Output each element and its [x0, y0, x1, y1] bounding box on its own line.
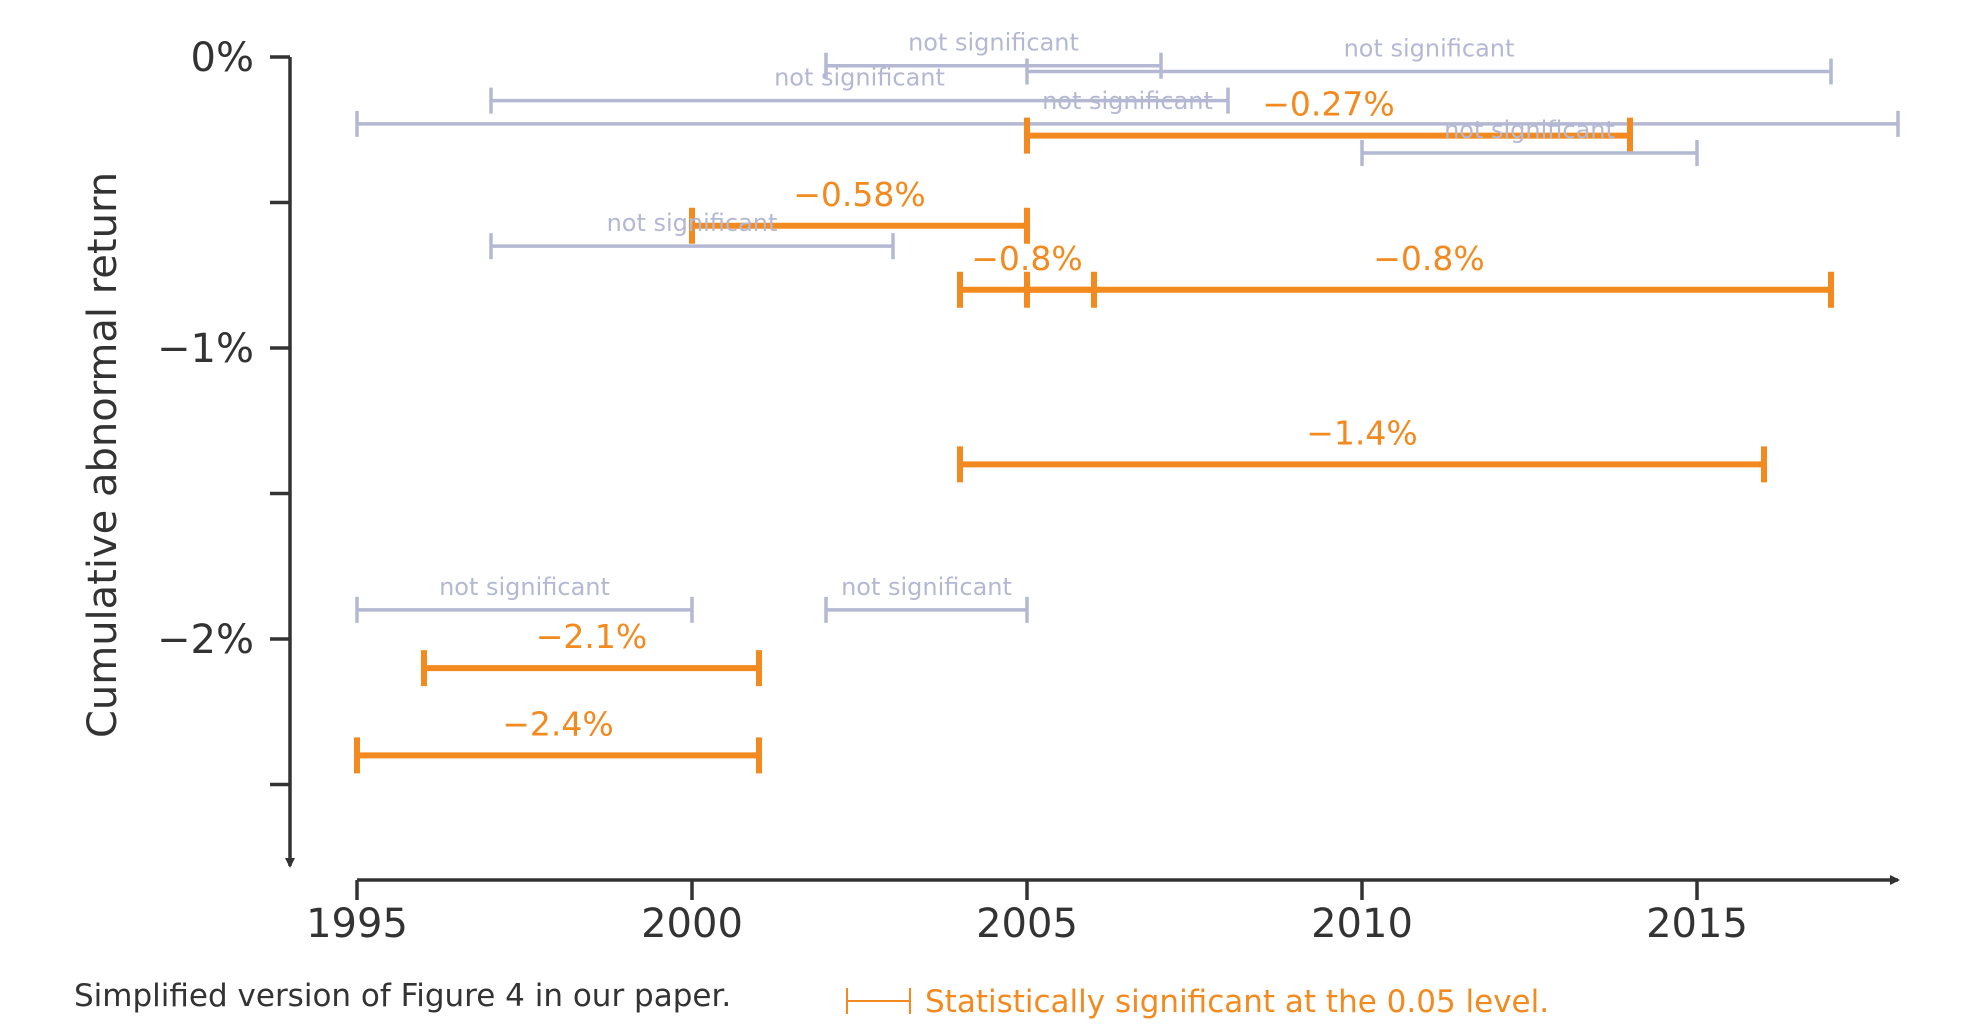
nonsignificant-interval: not significant: [824, 573, 1029, 623]
nonsignificant-interval: not significant: [489, 64, 1230, 114]
x-tick-label: 2010: [1311, 901, 1413, 947]
interval-label: not significant: [439, 573, 610, 601]
significant-interval: −2.4%: [354, 704, 762, 774]
interval-label: not significant: [841, 573, 1012, 601]
interval-bar: [421, 650, 762, 687]
interval-label: −0.58%: [793, 175, 925, 214]
nonsignificant-interval: not significant: [355, 87, 1900, 137]
caption: Simplified version of Figure 4 in our pa…: [74, 978, 731, 1014]
interval-bar: [824, 596, 1029, 623]
x-tick-label: 2015: [1646, 901, 1748, 947]
significant-interval: −2.1%: [421, 617, 762, 687]
legend-interval-icon: [846, 988, 911, 1014]
interval-bar: [1025, 58, 1833, 85]
interval-bar: [689, 207, 1030, 244]
interval-bar: [957, 446, 1767, 483]
nonsignificant-interval: not significant: [1360, 116, 1699, 167]
interval-label: not significant: [1042, 87, 1213, 115]
interval-bar: [354, 737, 762, 774]
legend-label: Statistically significant at the 0.05 le…: [925, 984, 1549, 1020]
interval-label: not significant: [774, 64, 945, 92]
y-tick-label: 0%: [191, 35, 254, 81]
y-axis-label: Cumulative abnormal return: [80, 172, 126, 738]
nonsignificant-interval: not significant: [355, 573, 694, 623]
interval-label: −1.4%: [1306, 413, 1418, 452]
nonsignificant-interval: not significant: [1025, 35, 1833, 85]
interval-bar: [355, 110, 1900, 137]
x-tick-label: 1995: [306, 901, 408, 947]
interval-label: not significant: [1344, 35, 1515, 63]
interval-label: not significant: [1444, 116, 1615, 144]
nonsignificant-interval: not significant: [824, 29, 1163, 79]
intervals: not significant not significant not signif…: [354, 29, 1900, 774]
interval-label: −2.4%: [502, 704, 614, 743]
legend: Statistically significant at the 0.05 le…: [846, 984, 1549, 1020]
interval-bar: [489, 87, 1230, 114]
axes: 0% −1% −2% 1995 2000 2005 2010 2015: [157, 35, 1900, 947]
x-tick-label: 2005: [976, 901, 1078, 947]
significant-interval: −0.27%: [1024, 85, 1633, 154]
interval-bar: [355, 596, 694, 623]
interval-label: −0.27%: [1262, 85, 1394, 124]
interval-bar: [1360, 140, 1699, 167]
interval-label: not significant: [607, 209, 778, 237]
interval-bar: [489, 233, 895, 260]
significant-interval: −1.4%: [957, 413, 1767, 483]
interval-bar: [1024, 117, 1633, 154]
interval-bar: [824, 52, 1163, 79]
y-tick-label: −1%: [157, 326, 254, 372]
nonsignificant-interval: not significant: [489, 209, 895, 260]
interval-bar: [1024, 271, 1834, 308]
x-tick-label: 2000: [641, 901, 743, 947]
interval-label: −0.8%: [1373, 239, 1485, 278]
significant-interval: −0.58%: [689, 175, 1030, 244]
interval-label: −2.1%: [536, 617, 648, 656]
significant-interval: −0.8%: [1024, 239, 1834, 308]
interval-label: −0.8%: [971, 239, 1083, 278]
y-tick-label: −2%: [157, 617, 254, 663]
interval-label: not significant: [908, 29, 1079, 57]
